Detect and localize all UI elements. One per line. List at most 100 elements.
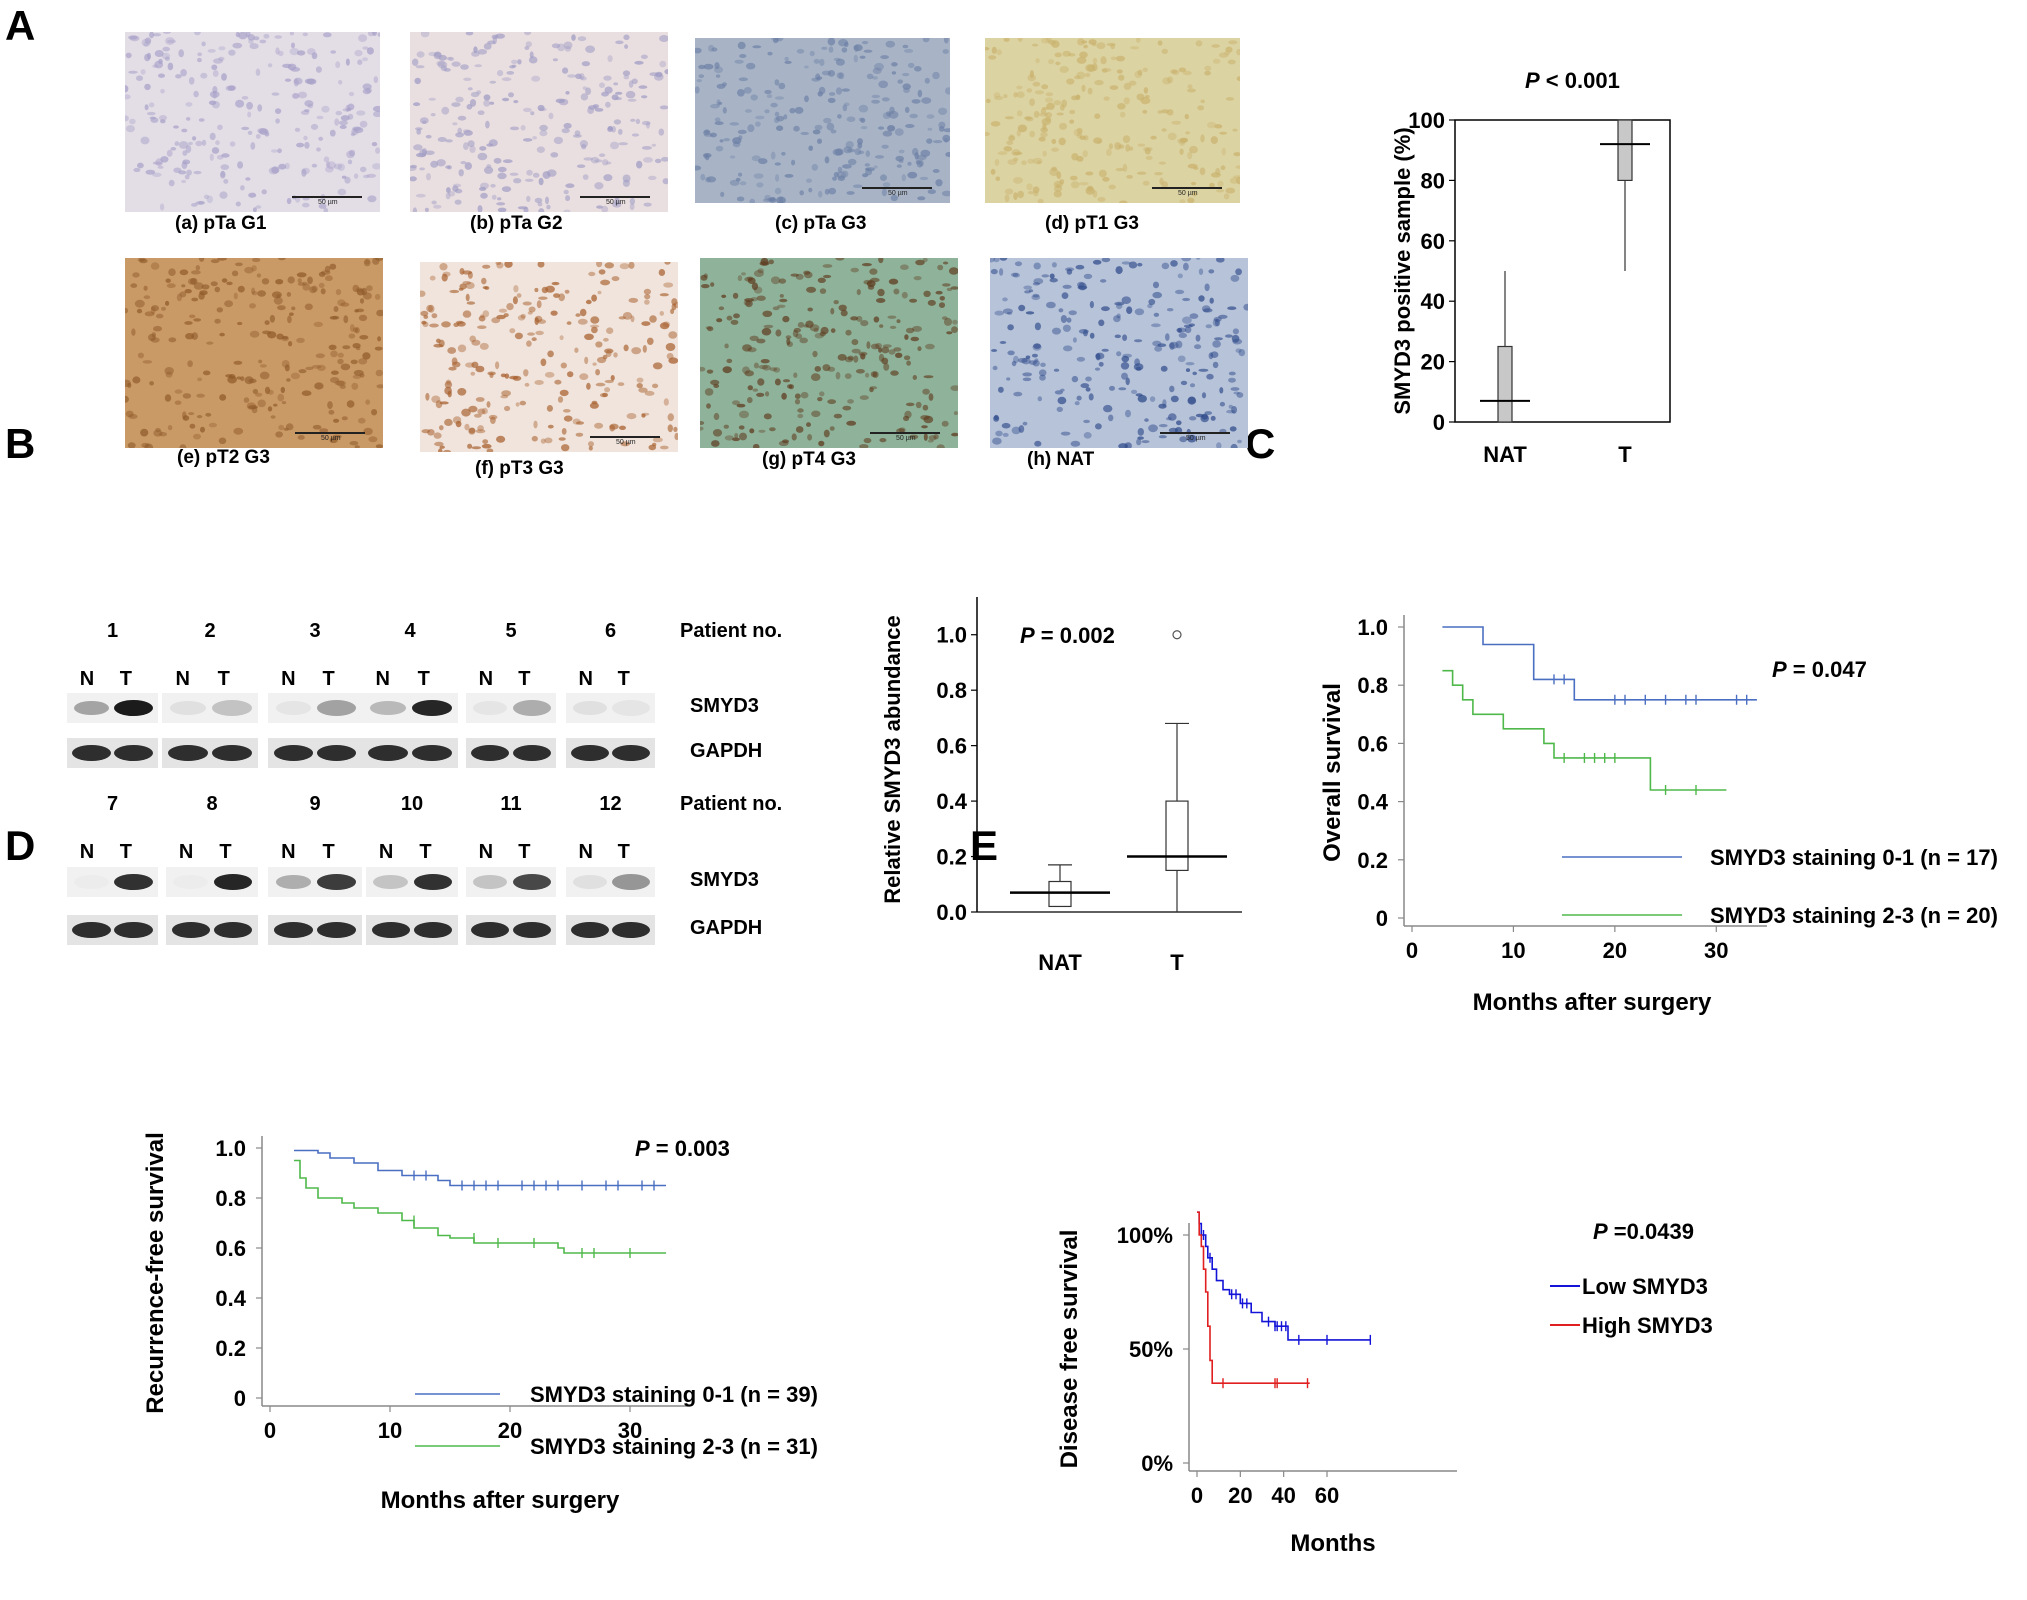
cell-nucleus xyxy=(860,320,869,327)
micrograph-texture xyxy=(985,38,1240,203)
cell-nucleus xyxy=(142,360,153,364)
cell-nucleus xyxy=(1116,69,1123,74)
cell-nucleus xyxy=(746,62,756,70)
cell-nucleus xyxy=(181,284,186,288)
cell-nucleus xyxy=(245,32,251,38)
cell-nucleus xyxy=(1188,323,1195,327)
cell-nucleus xyxy=(715,145,724,152)
cell-nucleus xyxy=(882,130,893,137)
patient-no-label: Patient no. xyxy=(680,793,783,815)
cell-nucleus xyxy=(818,86,826,95)
smyd3-band-t xyxy=(612,700,650,716)
cell-nucleus xyxy=(602,354,608,360)
cell-nucleus xyxy=(577,36,587,42)
cell-nucleus xyxy=(866,280,876,287)
cell-nucleus xyxy=(1171,69,1180,76)
cell-nucleus xyxy=(713,412,720,421)
cell-nucleus xyxy=(530,111,535,116)
scale-bar-label: 50 µm xyxy=(1178,190,1198,197)
cell-nucleus xyxy=(1035,58,1040,64)
cell-nucleus xyxy=(536,146,545,153)
cell-nucleus xyxy=(1088,393,1094,401)
cell-nucleus xyxy=(588,441,594,447)
gapdh-band-t xyxy=(114,745,153,761)
cell-nucleus xyxy=(131,328,136,336)
cell-nucleus xyxy=(140,136,150,145)
cell-nucleus xyxy=(1128,80,1137,86)
cell-nucleus xyxy=(1131,389,1138,394)
cell-nucleus xyxy=(219,394,227,401)
cell-nucleus xyxy=(795,426,804,433)
cell-nucleus xyxy=(726,315,733,321)
cell-nucleus xyxy=(287,276,295,284)
cell-nucleus xyxy=(732,437,740,442)
cell-nucleus xyxy=(996,49,1002,56)
scale-bar-label: 50 µm xyxy=(888,190,908,197)
cell-nucleus xyxy=(599,82,605,88)
cell-nucleus xyxy=(1218,314,1228,319)
lane-label-n: N xyxy=(175,668,190,690)
cell-nucleus xyxy=(663,398,669,406)
cell-nucleus xyxy=(491,34,499,39)
cell-nucleus xyxy=(1212,340,1221,348)
cell-nucleus xyxy=(1137,428,1144,436)
cell-nucleus xyxy=(1206,373,1214,380)
cell-nucleus xyxy=(439,263,448,271)
cell-nucleus xyxy=(251,287,256,295)
cell-nucleus xyxy=(1157,343,1167,347)
cell-nucleus xyxy=(198,118,205,122)
cell-nucleus xyxy=(462,281,471,285)
cell-nucleus xyxy=(561,128,570,134)
cell-nucleus xyxy=(286,292,292,297)
smyd3-band-n xyxy=(169,701,207,715)
cell-nucleus xyxy=(337,163,345,171)
smyd3-blot-strip xyxy=(67,693,158,723)
cell-nucleus xyxy=(563,415,573,422)
cell-nucleus xyxy=(458,287,464,291)
cell-nucleus xyxy=(483,43,492,50)
cell-nucleus xyxy=(781,151,786,156)
scale-bar xyxy=(590,436,660,438)
cell-nucleus xyxy=(710,379,720,386)
cell-nucleus xyxy=(719,139,724,143)
cell-nucleus xyxy=(366,173,377,178)
cell-nucleus xyxy=(334,380,345,386)
cell-nucleus xyxy=(457,115,467,121)
cell-nucleus xyxy=(325,275,333,282)
cell-nucleus xyxy=(513,178,522,184)
cell-nucleus xyxy=(559,389,569,397)
cell-nucleus xyxy=(144,311,155,317)
cell-nucleus xyxy=(761,327,772,336)
cell-nucleus xyxy=(787,384,793,389)
cell-nucleus xyxy=(163,32,171,34)
cell-nucleus xyxy=(143,42,149,47)
smyd3-band-t xyxy=(512,700,551,716)
cell-nucleus xyxy=(615,40,624,45)
cell-nucleus xyxy=(576,164,586,168)
cell-nucleus xyxy=(201,284,210,290)
cell-nucleus xyxy=(1040,127,1049,133)
cell-nucleus xyxy=(280,386,285,394)
micrograph-image: 50 µm xyxy=(125,258,383,448)
scale-bar-label: 50 µm xyxy=(1186,435,1206,442)
cell-nucleus xyxy=(926,114,935,119)
cell-nucleus xyxy=(1016,85,1023,90)
cell-nucleus xyxy=(753,270,764,277)
cell-nucleus xyxy=(488,414,498,420)
cell-nucleus xyxy=(923,290,931,297)
box-iqr xyxy=(1165,800,1189,872)
cell-nucleus xyxy=(1180,380,1188,386)
cell-nucleus xyxy=(763,324,774,329)
scale-bar xyxy=(870,432,940,434)
cell-nucleus xyxy=(321,105,330,113)
lane-label-t: T xyxy=(419,841,432,863)
cell-nucleus xyxy=(733,313,740,319)
cell-nucleus xyxy=(700,421,705,425)
cell-nucleus xyxy=(813,58,820,64)
cell-nucleus xyxy=(1032,186,1040,194)
cell-nucleus xyxy=(1023,285,1032,290)
cell-nucleus xyxy=(1116,351,1122,357)
cell-nucleus xyxy=(482,310,490,318)
cell-nucleus xyxy=(145,169,156,175)
